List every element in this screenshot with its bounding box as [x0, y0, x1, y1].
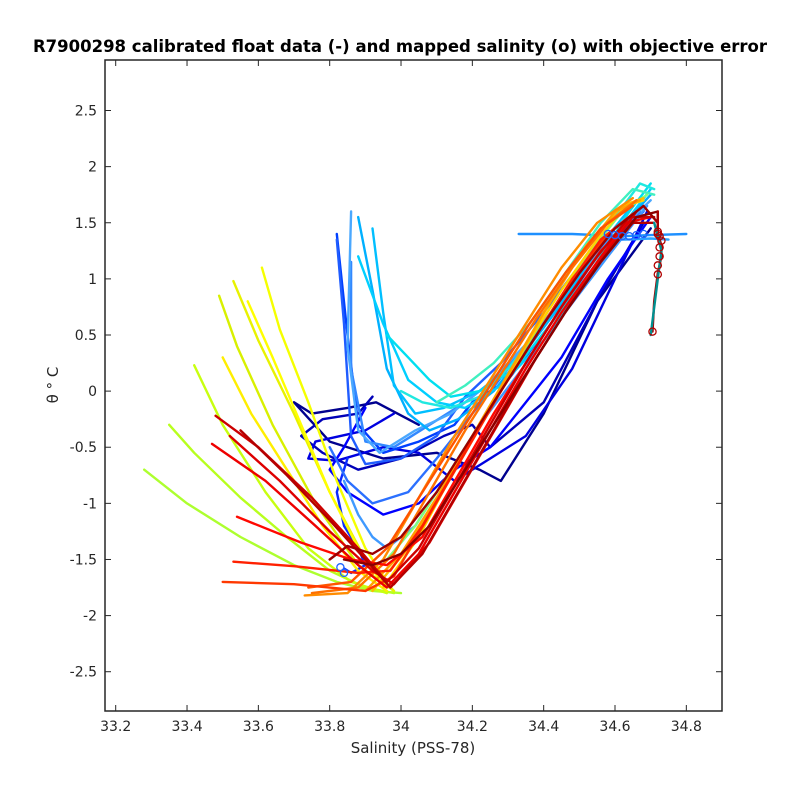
x-axis-label: Salinity (PSS-78) [351, 739, 476, 757]
x-tick-label-8: 34.8 [671, 719, 702, 735]
y-tick-label-7: 1 [88, 272, 97, 288]
y-tick-label-1: -2 [83, 609, 97, 625]
y-tick-label-4: -0.5 [70, 440, 97, 456]
chart-title: R7900298 calibrated float data (-) and m… [33, 37, 768, 56]
x-tick-label-1: 33.4 [171, 719, 202, 735]
y-tick-label-3: -1 [83, 496, 97, 512]
mapped-marker-3 [655, 252, 664, 261]
mapped-marker-0 [648, 327, 657, 336]
series-line-14 [371, 199, 638, 415]
x-axis: 33.2 33.4 33.6 33.8 34 34.2 34.4 34.6 34.8 [100, 60, 702, 735]
series-line-0 [292, 227, 652, 483]
x-tick-label-5: 34.2 [457, 719, 488, 735]
y-tick-label-10: 2.5 [75, 104, 97, 120]
series-line-41 [328, 204, 659, 561]
x-tick-label-7: 34.6 [599, 719, 630, 735]
series-line-35 [232, 212, 634, 575]
mapped-marker-7 [653, 229, 663, 239]
y-tick-label-2: -1.5 [70, 552, 97, 568]
y-tick-label-6: 0.5 [75, 328, 97, 344]
y-tick-label-5: 0 [88, 384, 97, 400]
marker-layer [336, 227, 666, 578]
mapped-marker-8 [653, 227, 663, 236]
mapped-marker-blue-5 [639, 229, 648, 239]
x-tick-label-6: 34.4 [528, 719, 559, 735]
x-tick-label-0: 33.2 [100, 719, 131, 735]
series-line-42 [342, 210, 659, 567]
x-tick-label-4: 34 [392, 719, 410, 735]
y-axis-label: θ ° C [44, 367, 62, 404]
y-tick-label-0: -2.5 [70, 665, 97, 681]
series-line-2 [307, 210, 649, 483]
series-line-31 [303, 196, 634, 597]
mapped-marker-blue-7 [339, 568, 349, 578]
x-tick-label-3: 33.8 [314, 719, 345, 735]
mapped-marker-2 [653, 261, 663, 270]
y-axis: -2.5 -2 -1.5 -1 -0.5 0 0.5 1 1.5 2 2.5 [70, 104, 722, 681]
y-tick-label-8: 1.5 [75, 216, 97, 232]
series-line-37 [210, 215, 652, 589]
series-line-27 [221, 356, 388, 593]
mapped-marker-5 [657, 236, 666, 245]
mapped-marker-6 [655, 231, 664, 241]
y-tick-label-9: 2 [88, 160, 97, 176]
mapped-marker-1 [653, 270, 663, 279]
x-tick-label-2: 33.6 [243, 719, 274, 735]
axes-box [104, 59, 723, 712]
series-layer [143, 182, 688, 597]
